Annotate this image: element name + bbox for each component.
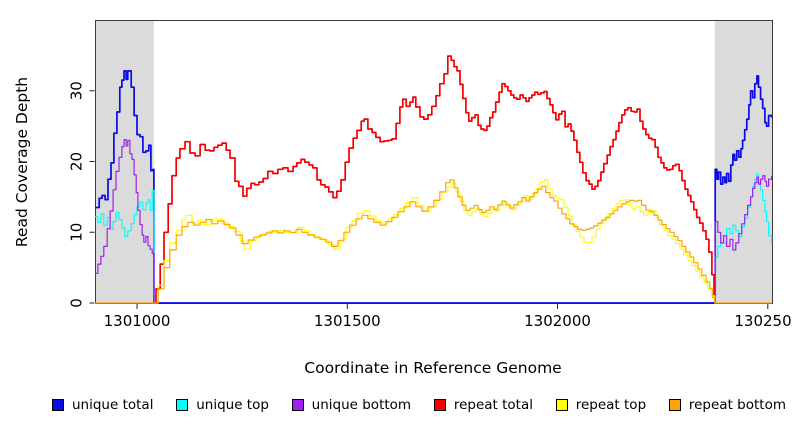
x-tick-label: 1302000 (524, 312, 591, 330)
legend-item-repeat-top: repeat top (555, 397, 647, 413)
x-tick-label: 1301500 (314, 312, 381, 330)
legend-item-repeat-bottom: repeat bottom (668, 397, 786, 413)
legend-label-repeat-top: repeat top (575, 397, 647, 413)
legend-item-unique-bottom: unique bottom (291, 397, 412, 413)
legend-label-unique-total: unique total (72, 397, 154, 413)
legend-swatch-repeat-top (555, 399, 568, 411)
y-tick-label: 0 (67, 298, 85, 308)
masked-region (714, 20, 772, 303)
legend-swatch-unique-bottom (291, 399, 304, 411)
legend-label-unique-top: unique top (196, 397, 269, 413)
series-line-repeat-total (152, 55, 716, 304)
legend-item-repeat-total: repeat total (433, 397, 533, 413)
series-line-unique-bottom (95, 139, 155, 303)
x-tick-label: 1301000 (104, 312, 171, 330)
series-line-unique-top (95, 189, 155, 303)
legend-label-repeat-total: repeat total (453, 397, 533, 413)
series-line-unique-bottom (714, 175, 773, 304)
series-lines-layer (95, 55, 773, 304)
legend-item-unique-top: unique top (176, 397, 269, 413)
y-axis-label: Read Coverage Depth (13, 77, 31, 247)
legend-swatch-unique-total (52, 399, 64, 411)
series-line-unique-total (95, 70, 773, 304)
y-tick-label: 30 (67, 81, 85, 100)
legend-label-unique-bottom: unique bottom (311, 397, 412, 413)
x-axis-label: Coordinate in Reference Genome (304, 359, 561, 377)
y-tick-label: 20 (67, 152, 85, 171)
series-line-repeat-top (152, 179, 716, 304)
legend-item-unique-total: unique total (52, 397, 153, 413)
plot-frame (95, 20, 773, 304)
series-line-repeat-bottom (95, 179, 772, 304)
legend-swatch-unique-top (176, 399, 189, 411)
masked-region-layer (95, 20, 772, 303)
y-tick-label: 10 (67, 223, 85, 242)
legend: unique total unique top unique bottom repea… (40, 397, 786, 413)
legend-label-repeat-bottom: repeat bottom (688, 397, 786, 413)
legend-swatch-repeat-total (433, 399, 446, 411)
legend-swatch-repeat-bottom (668, 399, 681, 411)
masked-region (95, 20, 154, 303)
